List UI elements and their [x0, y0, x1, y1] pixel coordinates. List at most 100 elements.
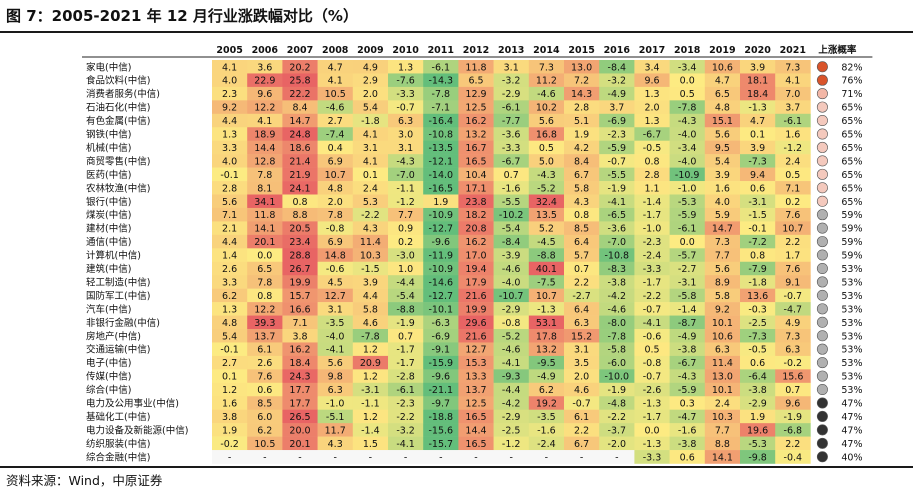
- heat-cell: [599, 261, 635, 276]
- cell-value: 18.2: [465, 210, 486, 221]
- cell-value: -7.8: [361, 331, 380, 342]
- prob-value: 65%: [841, 116, 862, 127]
- heat-cell: [599, 355, 635, 370]
- heat-cell: [775, 234, 811, 249]
- cell-value: -6.9: [608, 116, 627, 127]
- cell-value: -3.6: [502, 130, 521, 141]
- cell-value: -3.7: [608, 425, 627, 436]
- heat-cell: [282, 207, 318, 222]
- cell-value: -1.0: [643, 224, 662, 235]
- prob-value: 53%: [841, 264, 862, 275]
- heat-cell: [564, 396, 600, 410]
- cell-value: 5.6: [222, 197, 237, 208]
- heat-cell: [352, 194, 389, 209]
- heat-cell: [493, 288, 530, 303]
- cell-value: 1.2: [363, 345, 378, 356]
- heat-cell: [740, 140, 776, 155]
- cell-value: -1.9: [784, 412, 803, 423]
- cell-value: 4.1: [328, 76, 343, 87]
- heat-cell: [493, 86, 530, 101]
- cell-value: -6.7: [643, 130, 662, 141]
- cell-value: 6.5: [257, 264, 272, 275]
- cell-value: -4.8: [608, 399, 627, 410]
- heat-cell: [493, 167, 530, 182]
- heat-cell: [458, 207, 494, 222]
- cell-value: 20.5: [289, 224, 310, 235]
- cell-value: -0.2: [220, 439, 239, 450]
- row-label: 综合金融(中信): [86, 451, 150, 463]
- prob-value: 65%: [841, 183, 862, 194]
- heat-cell: [282, 194, 318, 209]
- cell-value: 2.3: [222, 89, 237, 100]
- heat-cell: [775, 86, 811, 101]
- cell-value: -8.8: [537, 251, 556, 262]
- cell-value: -: [263, 452, 266, 463]
- column-header: 2009: [357, 45, 383, 56]
- heat-cell: [634, 154, 670, 168]
- heat-cell: [317, 355, 354, 370]
- heat-cell: [564, 409, 600, 424]
- heat-cell: [740, 234, 776, 249]
- heat-cell: [388, 234, 424, 249]
- cell-value: -3.5: [326, 318, 345, 329]
- cell-value: -12.1: [429, 156, 454, 167]
- heat-cell: [493, 355, 530, 370]
- cell-value: 7.3: [785, 331, 800, 342]
- heat-cell: [423, 154, 459, 168]
- heat-cell: [740, 329, 776, 343]
- cell-value: 24.1: [289, 183, 310, 194]
- cell-value: 2.6: [257, 358, 272, 369]
- heat-cell: [247, 382, 283, 397]
- cell-value: 5.9: [715, 210, 730, 221]
- top-rule: [0, 31, 913, 33]
- row-label: 医药(中信): [86, 169, 131, 181]
- prob-marker-icon: [816, 397, 828, 409]
- heat-cell: [704, 60, 741, 74]
- heat-cell: [423, 382, 459, 397]
- column-header: 2008: [322, 45, 349, 56]
- cell-value: 1.9: [433, 197, 448, 208]
- cell-value: 20.1: [254, 237, 275, 248]
- cell-value: 21.4: [289, 156, 310, 167]
- heat-cell: [282, 396, 318, 410]
- cell-value: 4.1: [222, 62, 237, 73]
- cell-value: -3.6: [608, 224, 627, 235]
- cell-value: 0.2: [398, 237, 413, 248]
- heat-cell: [775, 342, 811, 357]
- heat-cell: [775, 113, 811, 128]
- bottom-rule: [0, 466, 913, 468]
- heat-cell: [528, 369, 565, 384]
- cell-value: 5.6: [715, 264, 730, 275]
- heat-cell: [599, 450, 635, 464]
- cell-value: -2.6: [643, 385, 662, 396]
- cell-value: 7.7: [715, 425, 730, 436]
- cell-value: 3.7: [609, 103, 624, 114]
- heat-cell: [704, 194, 741, 209]
- cell-value: -15.7: [429, 439, 454, 450]
- heat-cell: [634, 261, 670, 276]
- cell-value: 5.1: [574, 116, 589, 127]
- heat-cell: [599, 127, 635, 141]
- cell-value: 29.6: [465, 318, 486, 329]
- heat-cell: [669, 221, 706, 236]
- heat-cell: [282, 73, 318, 88]
- cell-value: 5.6: [539, 116, 554, 127]
- cell-value: -2.9: [748, 399, 767, 410]
- heat-cell: [564, 127, 600, 141]
- heat-cell: [599, 100, 635, 115]
- cell-value: -5.5: [502, 197, 521, 208]
- heat-cell: [352, 423, 389, 437]
- heat-cell: [282, 261, 318, 276]
- cell-value: 8.1: [257, 183, 272, 194]
- cell-value: 12.7: [465, 345, 486, 356]
- heat-cell: [247, 315, 283, 330]
- column-header: 2012: [463, 45, 489, 56]
- heat-cell: [282, 342, 318, 357]
- heat-cell: [423, 113, 459, 128]
- heat-cell: [317, 221, 354, 236]
- heat-cell: [740, 221, 776, 236]
- heat-cell: [352, 342, 389, 357]
- heat-cell: [458, 409, 494, 424]
- cell-value: 1.2: [363, 372, 378, 383]
